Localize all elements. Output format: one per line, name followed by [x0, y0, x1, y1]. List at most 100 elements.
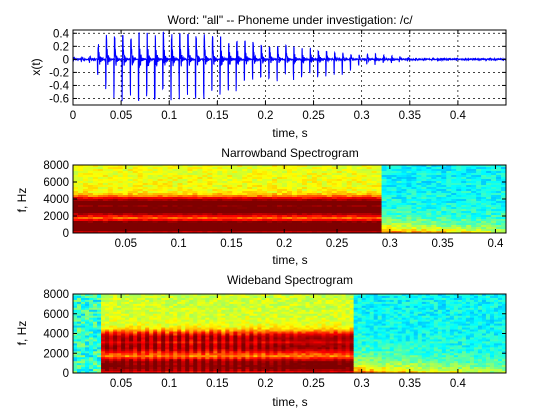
heatmap-cell [225, 349, 230, 352]
heatmap-cell [209, 343, 214, 346]
heatmap-cell [287, 229, 293, 232]
heatmap-cell [157, 329, 162, 332]
heatmap-cell [306, 227, 313, 230]
heatmap-cell [217, 205, 223, 208]
heatmap-cell [461, 181, 467, 184]
heatmap-cell [197, 295, 202, 299]
heatmap-cell [137, 317, 142, 321]
heatmap-cell [291, 179, 298, 182]
heatmap-cell [73, 353, 78, 356]
heatmap-cell [213, 331, 218, 334]
heatmap-cell [173, 345, 178, 348]
heatmap-cell [141, 355, 146, 358]
heatmap-cell [225, 299, 230, 303]
heatmap-cell [471, 199, 477, 202]
heatmap-cell [386, 171, 392, 174]
heatmap-cell [207, 189, 213, 192]
heatmap-cell [97, 175, 104, 178]
heatmap-cell [172, 195, 178, 198]
heatmap-cell [361, 201, 368, 204]
heatmap-cell [476, 213, 482, 216]
heatmap-cell [207, 211, 213, 214]
heatmap-cell [77, 223, 84, 226]
heatmap-cell [117, 199, 124, 202]
heatmap-cell [107, 225, 114, 228]
heatmap-cell [261, 345, 266, 348]
heatmap-cell [167, 173, 173, 176]
heatmap-cell [436, 213, 442, 216]
heatmap-cell [185, 349, 190, 352]
heatmap-cell [386, 207, 392, 210]
heatmap-cell [257, 327, 262, 330]
heatmap-cell [386, 187, 392, 190]
heatmap-cell [202, 217, 208, 220]
heatmap-cell [486, 215, 492, 218]
heatmap-cell [93, 313, 98, 317]
heatmap-cell [92, 167, 99, 170]
heatmap-cell [326, 229, 333, 232]
heatmap-cell [361, 227, 368, 230]
heatmap-cell [81, 371, 86, 374]
heatmap-cell [85, 369, 90, 372]
heatmap-cell [177, 223, 183, 226]
heatmap-cell [366, 171, 373, 174]
heatmap-cell [92, 189, 99, 192]
heatmap-cell [205, 359, 210, 362]
heatmap-cell [376, 223, 382, 226]
heatmap-cell [185, 313, 190, 317]
heatmap-cell [351, 193, 358, 196]
heatmap-cell [127, 199, 134, 202]
heatmap-cell [182, 195, 188, 198]
heatmap-cell [207, 213, 213, 216]
heatmap-cell [201, 299, 206, 303]
heatmap-cell [149, 345, 154, 348]
heatmap-cell [421, 209, 427, 212]
heatmap-cell [207, 167, 213, 170]
heatmap-cell [202, 205, 208, 208]
heatmap-cell [331, 209, 338, 212]
heatmap-cell [197, 311, 202, 315]
heatmap-cell [451, 167, 457, 170]
heatmap-cell [109, 353, 114, 356]
heatmap-cell [177, 337, 182, 340]
heatmap-cell [257, 307, 262, 311]
heatmap-cell [145, 307, 150, 311]
heatmap-cell [272, 195, 278, 198]
heatmap-cell [193, 361, 198, 364]
heatmap-cell [272, 189, 278, 192]
heatmap-cell [93, 317, 98, 321]
heatmap-cell [261, 315, 266, 319]
heatmap-cell [82, 185, 89, 188]
heatmap-cell [187, 217, 193, 220]
heatmap-cell [73, 229, 79, 232]
heatmap-cell [441, 177, 447, 180]
heatmap-cell [142, 229, 149, 232]
heatmap-cell [336, 205, 343, 208]
heatmap-cell [141, 349, 146, 352]
heatmap-cell [201, 361, 206, 364]
heatmap-cell [217, 183, 223, 186]
heatmap-cell [122, 219, 129, 222]
heatmap-cell [177, 227, 183, 230]
heatmap-cell [242, 195, 248, 198]
heatmap-cell [311, 205, 318, 208]
heatmap-cell [401, 193, 407, 196]
heatmap-cell [229, 303, 234, 307]
heatmap-cell [237, 335, 242, 338]
heatmap-cell [145, 353, 150, 356]
heatmap-cell [149, 367, 154, 370]
heatmap-cell [97, 201, 104, 204]
heatmap-cell [371, 215, 377, 218]
heatmap-cell [232, 165, 238, 168]
heatmap-cell [97, 183, 104, 186]
heatmap-cell [247, 215, 253, 218]
heatmap-cell [249, 323, 254, 327]
heatmap-cell [125, 331, 130, 334]
heatmap-cell [73, 191, 79, 194]
heatmap-cell [242, 199, 248, 202]
heatmap-cell [173, 333, 178, 336]
heatmap-cell [221, 363, 226, 366]
heatmap-cell [496, 179, 502, 182]
heatmap-cell [182, 205, 188, 208]
heatmap-cell [341, 181, 348, 184]
